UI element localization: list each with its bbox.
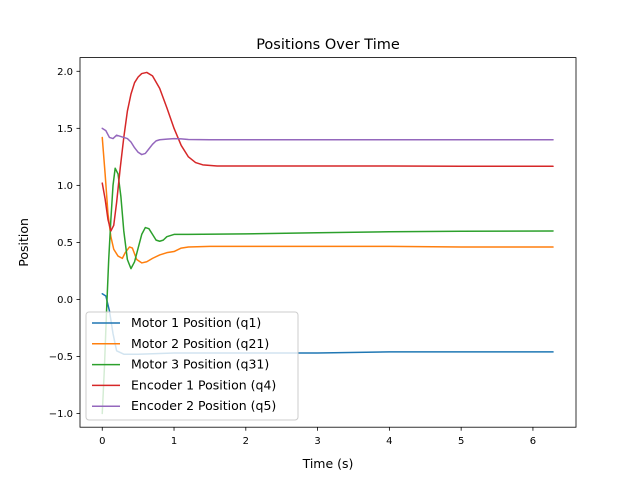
x-tick-label: 4: [386, 436, 392, 447]
x-axis-ticks: 0 1 2 3 4 5 6: [99, 427, 536, 447]
x-tick-label: 0: [99, 436, 105, 447]
series-line-4: [101, 71, 554, 232]
x-tick-label: 5: [458, 436, 464, 447]
legend-label: Motor 2 Position (q21): [131, 336, 269, 351]
y-tick-label: 2.0: [57, 67, 73, 78]
y-tick-label: 1.0: [57, 181, 73, 192]
plot-lines: [101, 71, 554, 415]
y-tick-label: 0.5: [57, 238, 73, 249]
x-tick-label: 2: [243, 436, 249, 447]
chart-title: Positions Over Time: [256, 37, 400, 53]
x-tick-label: 6: [530, 436, 536, 447]
legend-label: Encoder 2 Position (q5): [131, 398, 276, 413]
x-axis-label: Time (s): [302, 456, 354, 471]
legend-label: Motor 3 Position (q31): [131, 357, 269, 372]
legend-box: [85, 311, 299, 421]
legend: Motor 1 Position (q1) Motor 2 Position (q…: [85, 311, 299, 421]
series-line-3: [101, 167, 554, 415]
y-tick-label: 1.5: [57, 124, 73, 135]
x-tick-label: 1: [171, 436, 177, 447]
series-line-2: [101, 136, 554, 264]
y-tick-label: 0.0: [57, 295, 73, 306]
y-axis-ticks: −1.0 −0.5 0.0 0.5 1.0 1.5 2.0: [49, 67, 80, 420]
x-tick-label: 3: [314, 436, 320, 447]
legend-label: Motor 1 Position (q1): [131, 315, 261, 330]
y-axis-label: Position: [16, 218, 31, 267]
legend-label: Encoder 1 Position (q4): [131, 377, 276, 392]
y-tick-label: −1.0: [49, 409, 73, 420]
series-line-5: [101, 127, 554, 156]
y-tick-label: −0.5: [49, 352, 73, 363]
